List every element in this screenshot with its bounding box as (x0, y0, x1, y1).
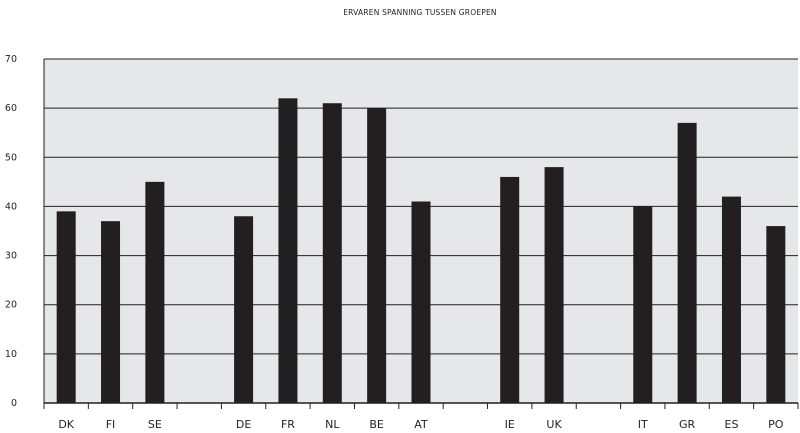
x-tick-label: IT (638, 418, 648, 431)
x-tick-label: SE (148, 418, 162, 431)
x-tick-label: IE (505, 418, 515, 431)
bar (721, 196, 741, 403)
x-tick-label: BE (369, 418, 384, 431)
x-tick-label: NL (325, 418, 340, 431)
bar (101, 221, 121, 403)
bar (411, 201, 431, 403)
bar (56, 211, 76, 403)
bar (544, 167, 564, 403)
bar (145, 181, 165, 403)
x-tick-label: FR (281, 418, 295, 431)
x-tick-label: ES (725, 418, 739, 431)
x-tick-label: DK (58, 418, 74, 431)
y-tick-label: 40 (5, 201, 17, 212)
bar (278, 98, 298, 404)
labels: 0 10 20 30 40 50 60 70 DK FI SE DE FR NL BE AT IE UK IT GR E… (5, 54, 784, 431)
x-tick-label: DE (236, 418, 251, 431)
bars (56, 98, 786, 404)
axes (43, 59, 799, 409)
bar (766, 226, 786, 403)
y-tick-label: 0 (11, 398, 17, 409)
x-tick-label: AT (414, 418, 428, 431)
y-tick-label: 30 (5, 251, 17, 262)
x-tick-label: GR (679, 418, 696, 431)
x-tick-label: FI (106, 418, 116, 431)
bar (633, 206, 653, 403)
x-tick-label: PO (768, 418, 784, 431)
bar (500, 176, 520, 403)
y-tick-label: 70 (5, 54, 17, 65)
bar (322, 103, 342, 403)
x-tick-label: UK (546, 418, 562, 431)
bar (234, 216, 254, 403)
chart-title: ERVAREN SPANNING TUSSEN GROEPEN (343, 8, 497, 17)
y-tick-label: 20 (5, 300, 17, 311)
y-tick-label: 50 (5, 152, 17, 163)
y-tick-label: 10 (5, 349, 17, 360)
bar (677, 122, 697, 403)
bar (367, 108, 387, 404)
y-tick-label: 60 (5, 103, 17, 114)
